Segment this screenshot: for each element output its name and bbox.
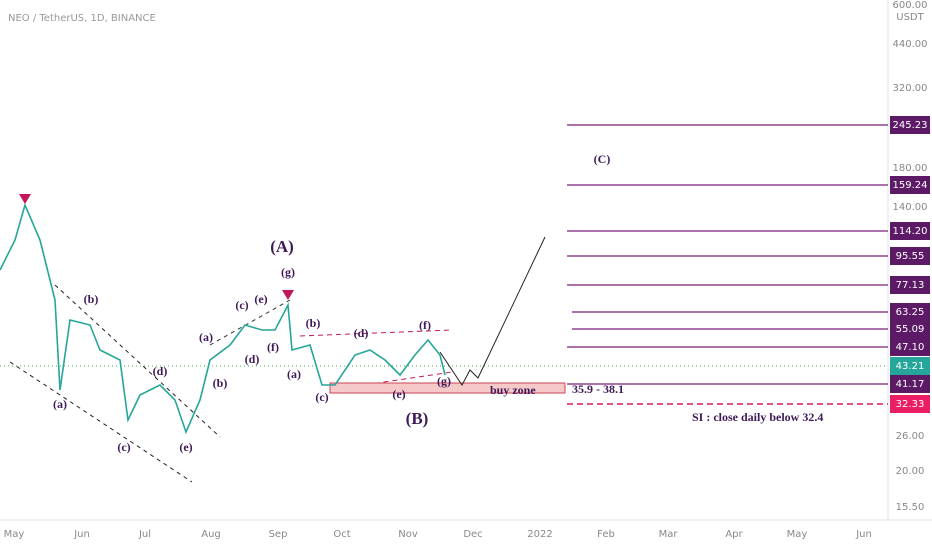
time-tick-label: Nov	[398, 529, 418, 540]
time-tick-label: Oct	[333, 529, 350, 540]
wave-label: (b)	[84, 292, 99, 306]
buy-zone-label: buy zone	[490, 383, 536, 397]
stop-note: SI : close daily below 32.4	[692, 410, 823, 424]
time-tick-label: Feb	[597, 529, 615, 540]
price-path	[0, 202, 446, 435]
time-tick-label: May	[787, 529, 808, 540]
level-tag	[890, 116, 930, 134]
wave-label: (d)	[354, 326, 369, 340]
price-tick-label: 180.00	[893, 163, 928, 174]
time-tick-label: Sep	[269, 529, 288, 540]
level-tag	[890, 375, 930, 393]
wave-label: (g)	[437, 374, 451, 388]
level-tag	[890, 222, 930, 240]
wave-label: (a)	[199, 330, 213, 344]
level-label: 95.55	[896, 251, 925, 262]
level-label: 77.13	[896, 280, 925, 291]
wave-label: (C)	[594, 152, 611, 166]
stop-tag	[890, 395, 930, 413]
wave-label: (c)	[315, 390, 328, 404]
time-tick-label: May	[4, 529, 25, 540]
wave-label: (f)	[267, 340, 279, 354]
level-label: 63.25	[896, 307, 925, 318]
level-label: 55.09	[896, 324, 925, 335]
channel-line	[54, 284, 221, 438]
time-tick-label: Jun	[73, 529, 90, 540]
top-marker	[282, 290, 294, 300]
current-price-label: 43.21	[896, 361, 925, 372]
buy-zone-range: 35.9 - 38.1	[572, 382, 624, 396]
level-label: 114.20	[893, 226, 928, 237]
time-tick-label: Jul	[138, 529, 151, 540]
level-tag	[890, 247, 930, 265]
level-tag	[890, 303, 930, 321]
time-tick-label: Aug	[201, 529, 221, 540]
wave-label: (a)	[53, 397, 67, 411]
time-tick-label: Jun	[855, 529, 872, 540]
wave-label: (b)	[213, 376, 228, 390]
time-tick-label: Mar	[659, 529, 679, 540]
wave-label: (B)	[406, 409, 429, 428]
wave-label: (f)	[419, 318, 431, 332]
price-tick-label: 440.00	[893, 39, 928, 50]
time-tick-label: Dec	[463, 529, 482, 540]
wave-label: (g)	[281, 265, 295, 279]
price-tick-label: 15.50	[896, 502, 925, 513]
triangle-line	[299, 329, 453, 337]
wave-label: (c)	[235, 298, 248, 312]
wave-label: (e)	[254, 292, 267, 306]
top-marker	[19, 194, 31, 204]
wave-label: (d)	[153, 364, 168, 378]
price-tick-label: 140.00	[893, 202, 928, 213]
price-unit: USDT	[896, 12, 924, 23]
price-tick-label: 20.00	[896, 466, 925, 477]
wave-label: (c)	[117, 440, 130, 454]
stop-label: 32.33	[896, 399, 925, 410]
level-tag	[890, 176, 930, 194]
symbol-header: NEO / TetherUS, 1D, BINANCE	[8, 13, 156, 24]
price-tick-label: 26.00	[896, 431, 925, 442]
wave-label: (e)	[392, 387, 405, 401]
level-tag	[890, 320, 930, 338]
projection-path	[439, 236, 546, 386]
wave-label: (e)	[179, 440, 192, 454]
level-label: 159.24	[893, 180, 928, 191]
time-tick-label: Apr	[725, 529, 743, 540]
level-label: 47.10	[896, 342, 925, 353]
wave-label: (a)	[287, 367, 301, 381]
level-tag	[890, 338, 930, 356]
level-label: 245.23	[893, 120, 928, 131]
wave-label: (b)	[306, 316, 321, 330]
price-tick-label: 320.00	[893, 83, 928, 94]
price-tick-label: 600.00	[893, 0, 928, 11]
wave-label: (d)	[245, 352, 260, 366]
level-label: 41.17	[896, 379, 925, 390]
wave-label: (A)	[270, 237, 294, 256]
current-price-tag	[890, 357, 930, 375]
buy-zone	[329, 382, 566, 394]
time-tick-label: 2022	[527, 529, 552, 540]
level-tag	[890, 276, 930, 294]
